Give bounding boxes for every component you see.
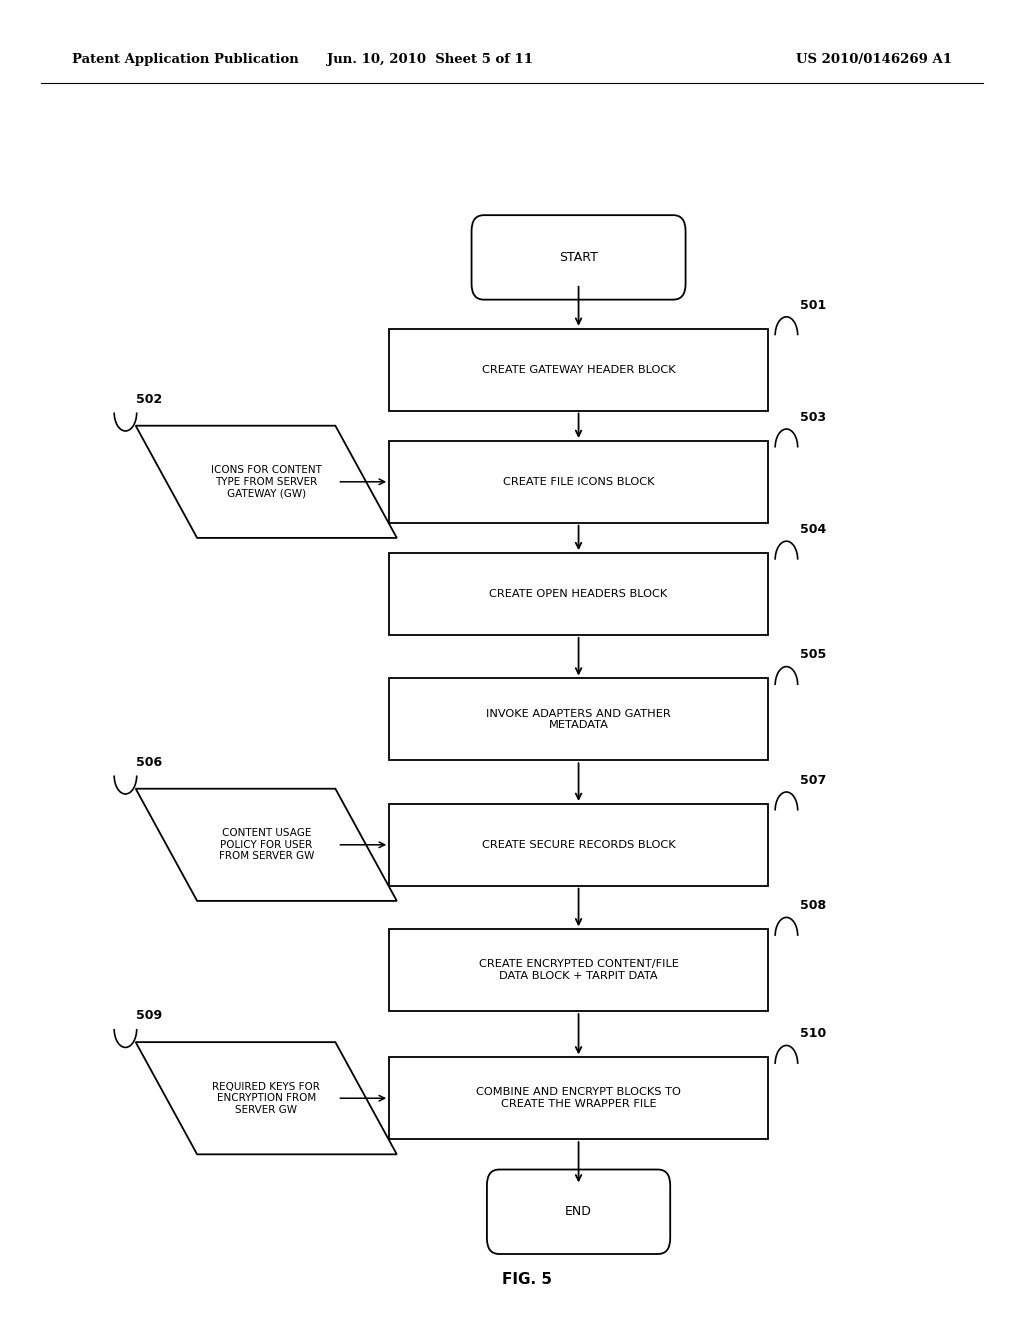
Bar	[389, 804, 768, 886]
Text: ICONS FOR CONTENT
TYPE FROM SERVER
GATEWAY (GW): ICONS FOR CONTENT TYPE FROM SERVER GATEW…	[211, 465, 322, 499]
Text: START: START	[559, 251, 598, 264]
Text: Jun. 10, 2010  Sheet 5 of 11: Jun. 10, 2010 Sheet 5 of 11	[327, 53, 534, 66]
Text: CREATE GATEWAY HEADER BLOCK: CREATE GATEWAY HEADER BLOCK	[481, 364, 676, 375]
Text: INVOKE ADAPTERS AND GATHER
METADATA: INVOKE ADAPTERS AND GATHER METADATA	[486, 709, 671, 730]
Text: CREATE FILE ICONS BLOCK: CREATE FILE ICONS BLOCK	[503, 477, 654, 487]
Text: 507: 507	[800, 774, 826, 787]
Polygon shape	[135, 425, 397, 539]
Text: 503: 503	[800, 411, 826, 424]
Text: CONTENT USAGE
POLICY FOR USER
FROM SERVER GW: CONTENT USAGE POLICY FOR USER FROM SERVE…	[218, 828, 314, 862]
Bar	[389, 329, 768, 411]
FancyBboxPatch shape	[471, 215, 685, 300]
Bar	[389, 553, 768, 635]
Text: 504: 504	[800, 523, 826, 536]
Text: COMBINE AND ENCRYPT BLOCKS TO
CREATE THE WRAPPER FILE: COMBINE AND ENCRYPT BLOCKS TO CREATE THE…	[476, 1088, 681, 1109]
Text: Patent Application Publication: Patent Application Publication	[72, 53, 298, 66]
Text: 509: 509	[135, 1010, 162, 1022]
Text: 508: 508	[800, 899, 826, 912]
Bar	[389, 1057, 768, 1139]
Text: END: END	[565, 1205, 592, 1218]
Text: FIG. 5: FIG. 5	[503, 1272, 552, 1287]
Text: US 2010/0146269 A1: US 2010/0146269 A1	[797, 53, 952, 66]
Text: CREATE ENCRYPTED CONTENT/FILE
DATA BLOCK + TARPIT DATA: CREATE ENCRYPTED CONTENT/FILE DATA BLOCK…	[478, 960, 679, 981]
Text: CREATE SECURE RECORDS BLOCK: CREATE SECURE RECORDS BLOCK	[481, 840, 676, 850]
Text: CREATE OPEN HEADERS BLOCK: CREATE OPEN HEADERS BLOCK	[489, 589, 668, 599]
Bar	[389, 441, 768, 523]
Text: REQUIRED KEYS FOR
ENCRYPTION FROM
SERVER GW: REQUIRED KEYS FOR ENCRYPTION FROM SERVER…	[212, 1081, 321, 1115]
Bar	[389, 929, 768, 1011]
Text: 510: 510	[800, 1027, 826, 1040]
Polygon shape	[135, 789, 397, 900]
Text: 505: 505	[800, 648, 826, 661]
FancyBboxPatch shape	[486, 1170, 670, 1254]
Text: 506: 506	[135, 756, 162, 768]
Text: 502: 502	[135, 393, 162, 407]
Polygon shape	[135, 1043, 397, 1154]
Text: 501: 501	[800, 298, 826, 312]
Bar	[389, 678, 768, 760]
